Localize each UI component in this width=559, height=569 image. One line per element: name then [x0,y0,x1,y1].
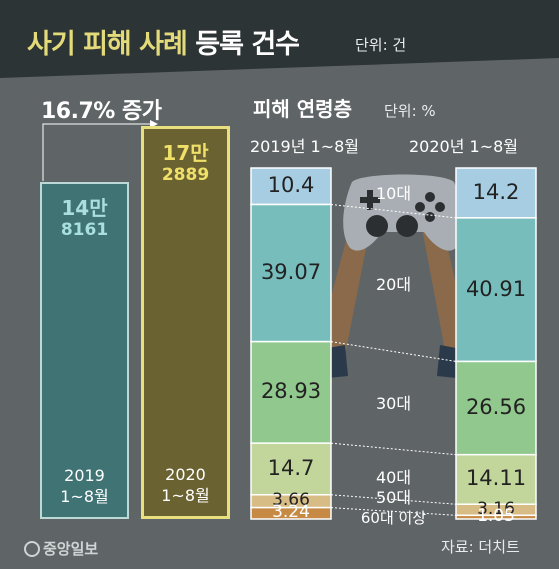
segment-label-2019-0: 10.4 [267,173,315,198]
age-label-4: 50대 [375,488,412,507]
bar-2019-value-main: 14만 [61,196,108,220]
source-note: 자료: 더치트 [441,538,520,556]
age-label-0: 10대 [375,183,412,203]
segment-label-2019-2: 28.93 [260,379,322,404]
segment-label-2019-3: 14.7 [267,455,315,480]
bar-2019-period: 1~8월 [60,487,109,506]
segment-label-2019-1: 39.07 [260,260,322,285]
column-head-2019: 2019년 1~8월 [250,137,360,156]
segment-2019-0 [250,167,332,206]
age-section-unit: 단위: % [384,102,436,120]
segment-2019-2 [250,340,332,444]
age-connectors [330,204,457,516]
bar-2019-value-sub: 8161 [60,220,109,240]
page-title-part2: 등록 건수 [195,29,300,60]
logo-text: 중앙일보 [43,540,99,558]
publisher-logo: 중앙일보 [24,538,98,559]
bar-2020-year: 2020 [165,465,206,484]
segment-2019-5 [250,506,332,520]
segment-2020-1 [455,217,537,363]
segment-label-2020-2: 26.56 [465,395,527,420]
segment-label-2020-3: 14.11 [465,466,527,491]
segment-label-2019-4: 3.66 [272,490,310,511]
segment-label-2019-5: 3.24 [272,502,310,523]
segment-label-2020-1: 40.91 [465,276,527,301]
segment-2020-5 [455,514,537,520]
page-title-part1: 사기 피해 사례 [27,29,188,60]
connector-line-5 [330,507,457,516]
segment-label-2020-4: 3.16 [477,498,515,519]
segment-2019-1 [250,203,332,343]
bar-2020-value-sub: 2889 [161,165,210,185]
connector-line-4 [330,494,457,505]
age-label-3: 40대 [375,468,412,488]
segment-label-2020-5: 1.05 [477,506,515,527]
bar-2019: 14만 8161 2019 1~8월 [40,182,129,519]
connector-line-3 [330,442,457,456]
age-label-5: 60대 이상 [360,509,427,527]
connector-line-2 [330,341,457,362]
segment-2019-3 [250,442,332,496]
segment-2020-0 [455,167,537,219]
segment-label-2020-0: 14.2 [472,179,520,204]
title-band [0,0,559,78]
age-label-2: 30대 [375,394,412,414]
stack-2020 [455,167,537,520]
age-label-1: 20대 [375,275,412,295]
bar-2020-period: 1~8월 [161,486,210,505]
age-section-title: 피해 연령층 [253,97,352,121]
title-unit: 단위: 건 [355,36,407,54]
connector-line-1 [330,204,457,219]
bar-2020: 17만 2889 2020 1~8월 [141,126,230,519]
bar-2020-value-main: 17만 [162,141,209,165]
logo-mark-icon [24,541,40,557]
stack-2019 [250,167,332,520]
column-head-2020: 2020년 1~8월 [409,137,519,156]
page-title: 사기 피해 사례 등록 건수 [27,22,300,61]
growth-label: 16.7% 증가 [41,99,162,124]
bar-2019-year: 2019 [64,466,105,485]
segment-2020-2 [455,360,537,456]
